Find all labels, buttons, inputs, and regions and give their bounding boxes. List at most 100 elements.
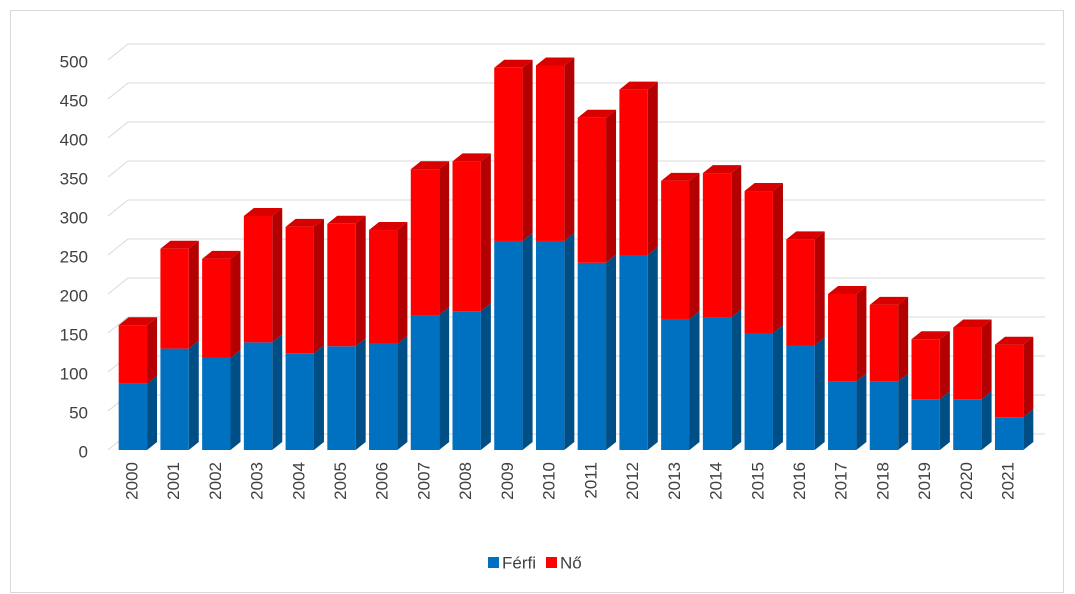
bar (160, 248, 189, 349)
bar-top (869, 296, 909, 305)
y-tick-label: 200 (60, 286, 88, 305)
bar-side (772, 325, 783, 450)
bar-side (397, 222, 408, 344)
y-tick-label: 0 (79, 442, 88, 461)
bar-side (230, 250, 241, 358)
x-tick-label: 2013 (665, 462, 684, 500)
bar-side (147, 317, 158, 384)
legend-swatch (546, 557, 557, 568)
bar-side (647, 81, 658, 255)
bar-side (606, 254, 617, 450)
bar (285, 226, 314, 354)
grid-line (107, 121, 1045, 139)
bar (369, 343, 398, 450)
bar (911, 399, 940, 450)
x-tick-label: 2014 (707, 462, 726, 500)
bar-side (731, 165, 742, 318)
x-tick-label: 2021 (999, 462, 1018, 500)
bar (828, 381, 857, 450)
x-tick-label: 2012 (623, 462, 642, 500)
bar-side (647, 247, 658, 450)
bar-side (939, 331, 950, 400)
bar-top (911, 331, 950, 340)
y-tick-label: 150 (60, 325, 88, 344)
bar (535, 65, 565, 241)
bar-side (1023, 336, 1034, 418)
bar-top (118, 317, 158, 326)
bar (327, 346, 356, 450)
bar (953, 399, 982, 450)
bar-top (661, 172, 700, 181)
bar (410, 169, 440, 316)
bar-side (772, 183, 783, 333)
bar-side (731, 309, 742, 450)
x-tick-label: 2015 (748, 462, 767, 500)
bar (953, 327, 982, 400)
bar (577, 262, 607, 450)
bar-side (1023, 409, 1034, 450)
x-tick-label: 2000 (122, 462, 141, 500)
bar-side (397, 335, 408, 450)
legend-swatch (488, 557, 499, 568)
y-tick-label: 400 (60, 130, 88, 149)
bar-side (898, 373, 909, 450)
x-tick-label: 2016 (790, 462, 809, 500)
bar-top (535, 57, 575, 66)
bar-side (898, 296, 909, 382)
bar-side (564, 57, 575, 241)
bar-side (272, 208, 283, 343)
y-tick-label: 50 (69, 403, 88, 422)
bar (452, 311, 481, 450)
bar (702, 173, 732, 318)
bar-side (188, 340, 199, 450)
bar-top (327, 215, 366, 224)
bar-top (369, 222, 408, 231)
bar-top (243, 208, 283, 216)
x-tick-label: 2008 (456, 462, 475, 500)
bar (369, 230, 398, 344)
x-tick-label: 2017 (832, 462, 851, 500)
legend-label: Nő (560, 553, 582, 572)
x-tick-label: 2010 (540, 462, 559, 500)
bar-top (494, 59, 533, 68)
y-tick-label: 100 (60, 364, 88, 383)
x-tick-label: 2019 (915, 462, 934, 500)
bar (911, 339, 940, 400)
bar (243, 216, 273, 343)
bar-top (285, 218, 324, 227)
bar-top (619, 81, 658, 90)
bar-side (188, 240, 199, 349)
bar-side (814, 337, 825, 450)
bar (202, 357, 231, 450)
bar-top (702, 165, 742, 174)
bar (535, 240, 565, 450)
bar-side (981, 391, 992, 450)
bar (327, 223, 356, 347)
x-tick-label: 2018 (873, 462, 892, 500)
bar (828, 294, 857, 382)
bar-side (230, 349, 241, 450)
x-tick-label: 2005 (331, 462, 350, 500)
bar (619, 89, 648, 255)
bar (118, 383, 148, 450)
bar (869, 304, 899, 382)
bar (869, 381, 899, 450)
bar-side (272, 334, 283, 450)
bar-side (689, 172, 700, 319)
bar-top (202, 250, 241, 259)
bar-top (744, 183, 783, 192)
bar-side (981, 319, 992, 400)
bar-side (439, 161, 450, 316)
bar (285, 353, 314, 450)
bar (118, 325, 148, 384)
bar (619, 255, 648, 450)
bar-side (856, 373, 867, 450)
grid-line (107, 43, 1045, 61)
bar-side (313, 345, 324, 450)
bar (452, 161, 481, 312)
bar-side (480, 153, 491, 312)
bar (744, 191, 773, 333)
bar (744, 333, 773, 450)
